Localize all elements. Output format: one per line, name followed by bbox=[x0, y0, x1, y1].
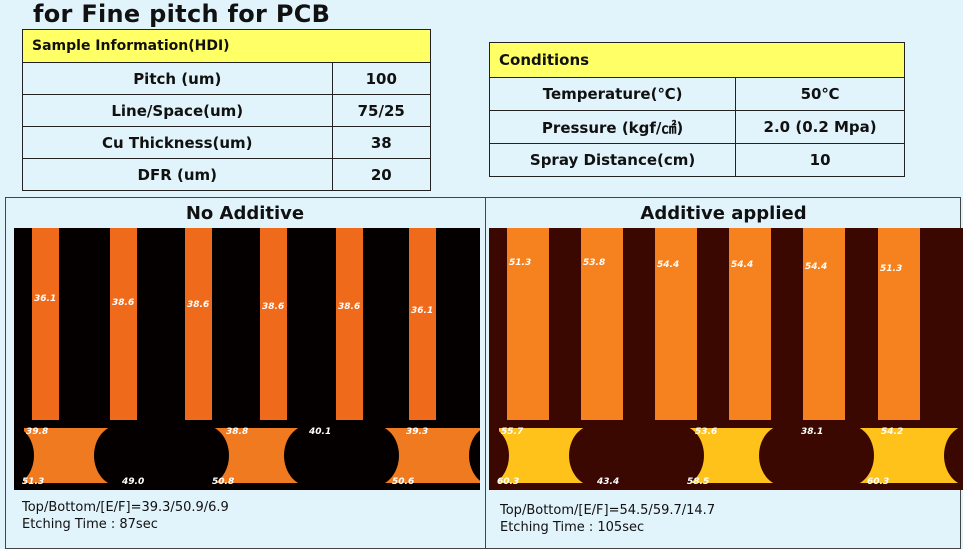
row-label: Spray Distance(cm) bbox=[488, 143, 737, 177]
etch-profile bbox=[654, 425, 704, 486]
row-label: Pressure (kgf/㎠) bbox=[488, 110, 737, 144]
top-width-label: 40.1 bbox=[309, 427, 332, 437]
table-row: Pitch (um) 100 bbox=[22, 62, 431, 95]
sample-information-table: Sample Information(HDI) Pitch (um) 100 Li… bbox=[22, 29, 431, 191]
copper-line bbox=[110, 228, 137, 420]
copper-line bbox=[655, 228, 697, 420]
etch-profile bbox=[759, 425, 809, 486]
line-width-label: 53.8 bbox=[583, 258, 606, 268]
row-value: 10 bbox=[735, 143, 905, 177]
line-width-label: 36.1 bbox=[34, 294, 57, 304]
table-row: Line/Space(um) 75/25 bbox=[22, 94, 431, 127]
top-width-label: 39.8 bbox=[26, 427, 49, 437]
cross-section: 55.7 53.6 38.1 54.2 60.3 43.4 58.5 60.3 bbox=[489, 423, 963, 490]
line-width-label: 38.6 bbox=[112, 298, 135, 308]
row-value: 75/25 bbox=[331, 94, 431, 127]
bottom-width-label: 50.8 bbox=[212, 477, 235, 487]
row-label: Temperature(℃) bbox=[488, 77, 737, 111]
top-width-label: 38.1 bbox=[801, 427, 824, 437]
copper-line bbox=[185, 228, 212, 420]
result-text: Top/Bottom/[E/F]=39.3/50.9/6.9 bbox=[22, 500, 229, 515]
line-width-label: 51.3 bbox=[880, 264, 903, 274]
etching-time: Etching Time : 87sec bbox=[22, 517, 158, 532]
top-width-label: 55.7 bbox=[501, 427, 524, 437]
conditions-table: Conditions Temperature(℃) 50℃ Pressure (k… bbox=[488, 42, 905, 177]
row-value: 100 bbox=[331, 62, 431, 95]
etch-profile bbox=[489, 425, 509, 486]
no-additive-heading: No Additive bbox=[185, 203, 305, 224]
row-label: Cu Thickness(um) bbox=[22, 126, 333, 159]
copper-line bbox=[581, 228, 623, 420]
line-width-label: 38.6 bbox=[338, 302, 361, 312]
additive-applied-heading: Additive applied bbox=[640, 203, 807, 224]
copper-line bbox=[260, 228, 287, 420]
table-row: Pressure (kgf/㎠) 2.0 (0.2 Mpa) bbox=[488, 110, 905, 144]
table-row: DFR (um) 20 bbox=[22, 158, 431, 191]
line-width-label: 54.4 bbox=[731, 260, 754, 270]
bottom-width-label: 60.3 bbox=[867, 477, 890, 487]
additive-result: Top/Bottom/[E/F]=54.5/59.7/14.7 Etching … bbox=[500, 502, 715, 536]
etch-profile bbox=[94, 425, 144, 486]
table-header: Sample Information(HDI) bbox=[22, 29, 431, 63]
row-label: DFR (um) bbox=[22, 158, 333, 191]
table-row: Cu Thickness(um) 38 bbox=[22, 126, 431, 159]
copper-line bbox=[507, 228, 549, 420]
row-label: Line/Space(um) bbox=[22, 94, 333, 127]
bottom-width-label: 51.3 bbox=[22, 477, 45, 487]
line-width-label: 51.3 bbox=[509, 258, 532, 268]
row-value: 38 bbox=[331, 126, 431, 159]
etch-profile bbox=[944, 425, 963, 486]
copper-line bbox=[729, 228, 771, 420]
additive-applied-micrograph: 51.3 53.8 54.4 54.4 54.4 51.3 55.7 53.6 38.1 54.2… bbox=[489, 228, 963, 490]
no-additive-micrograph: 36.1 38.6 38.6 38.6 38.6 36.1 39.8 38.8 40.1 39.3… bbox=[14, 228, 480, 490]
line-width-label: 54.4 bbox=[805, 262, 828, 272]
line-width-label: 38.6 bbox=[187, 300, 210, 310]
line-width-label: 36.1 bbox=[411, 306, 434, 316]
copper-line bbox=[409, 228, 436, 420]
bottom-width-label: 50.6 bbox=[392, 477, 415, 487]
top-width-label: 54.2 bbox=[881, 427, 904, 437]
bottom-width-label: 60.3 bbox=[497, 477, 520, 487]
table-row: Temperature(℃) 50℃ bbox=[488, 77, 905, 111]
row-value: 20 bbox=[331, 158, 431, 191]
top-width-label: 38.8 bbox=[226, 427, 249, 437]
etching-time: Etching Time : 105sec bbox=[500, 520, 645, 535]
table-header: Conditions bbox=[489, 42, 905, 78]
table-row: Spray Distance(cm) 10 bbox=[488, 143, 905, 177]
copper-line bbox=[803, 228, 845, 420]
etch-profile bbox=[14, 425, 34, 486]
copper-line bbox=[878, 228, 920, 420]
page-title: for Fine pitch for PCB bbox=[33, 0, 331, 28]
copper-line bbox=[32, 228, 59, 420]
line-width-label: 54.4 bbox=[657, 260, 680, 270]
divider bbox=[485, 197, 486, 549]
top-width-label: 53.6 bbox=[695, 427, 718, 437]
top-width-label: 39.3 bbox=[406, 427, 429, 437]
etch-profile bbox=[569, 425, 619, 486]
etch-profile bbox=[179, 425, 229, 486]
bottom-width-label: 49.0 bbox=[122, 477, 145, 487]
etch-profile bbox=[824, 425, 874, 486]
row-value: 50℃ bbox=[735, 77, 905, 111]
etch-profile bbox=[349, 425, 399, 486]
no-additive-result: Top/Bottom/[E/F]=39.3/50.9/6.9 Etching T… bbox=[22, 499, 229, 533]
etch-profile bbox=[469, 425, 480, 486]
result-text: Top/Bottom/[E/F]=54.5/59.7/14.7 bbox=[500, 503, 716, 518]
etch-profile bbox=[284, 425, 334, 486]
line-width-label: 38.6 bbox=[262, 302, 285, 312]
bottom-width-label: 58.5 bbox=[687, 477, 710, 487]
copper-line bbox=[336, 228, 363, 420]
cross-section: 39.8 38.8 40.1 39.3 51.3 49.0 50.8 50.6 bbox=[14, 423, 480, 490]
row-value: 2.0 (0.2 Mpa) bbox=[735, 110, 905, 144]
bottom-width-label: 43.4 bbox=[597, 477, 620, 487]
row-label: Pitch (um) bbox=[22, 62, 333, 95]
